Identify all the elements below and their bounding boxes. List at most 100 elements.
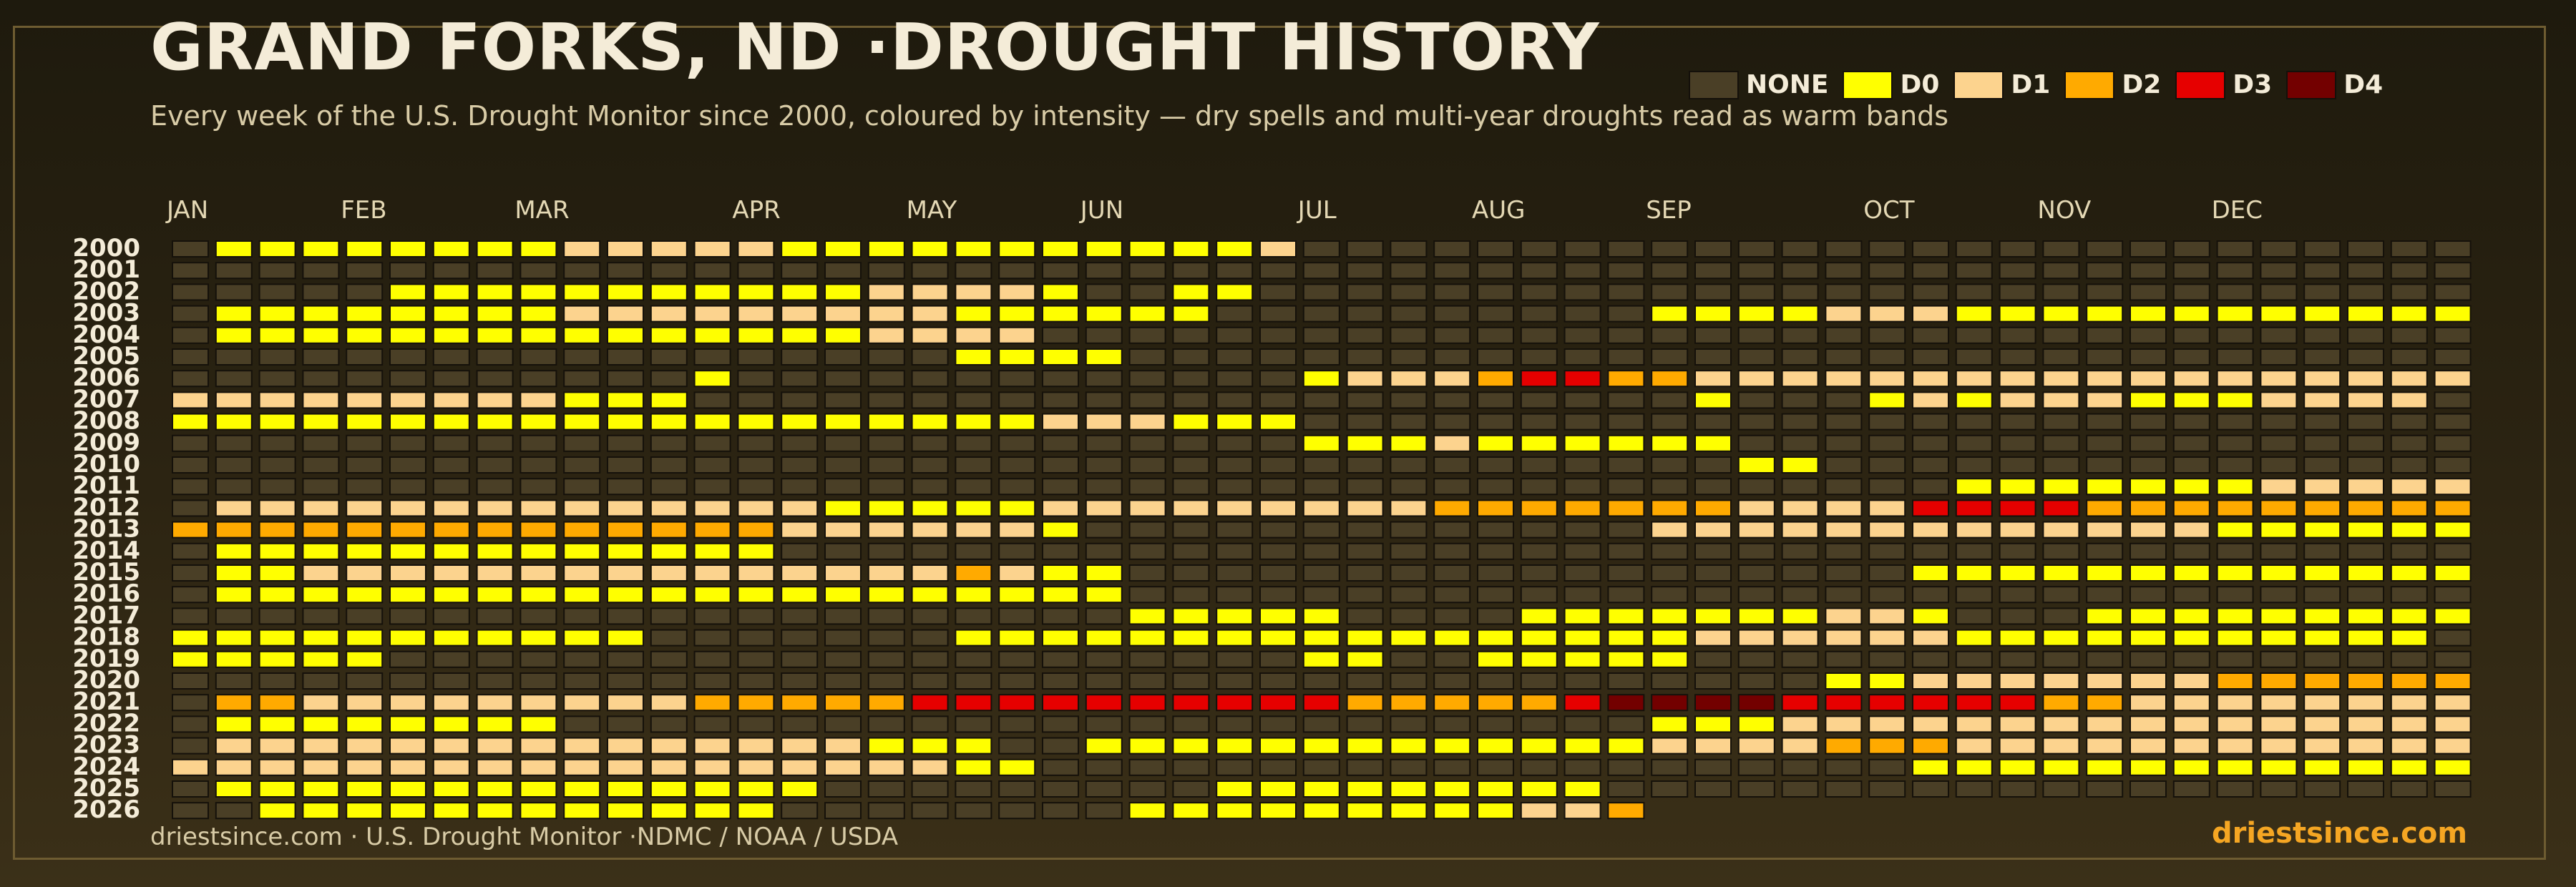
week-cell-2022-11 bbox=[607, 715, 644, 733]
week-cell-2012-45 bbox=[2086, 499, 2124, 517]
week-cell-2020-10 bbox=[563, 672, 601, 690]
week-cell-2001-12 bbox=[650, 262, 688, 280]
week-cell-2026-15 bbox=[781, 802, 819, 820]
week-cell-2003-34 bbox=[1607, 305, 1645, 323]
week-cell-2013-15 bbox=[781, 521, 819, 539]
week-cell-2011-45 bbox=[2086, 478, 2124, 496]
week-cell-2011-31 bbox=[1477, 478, 1514, 496]
week-cell-2016-32 bbox=[1520, 586, 1558, 604]
week-cell-2009-32 bbox=[1520, 434, 1558, 452]
week-cell-2015-15 bbox=[781, 564, 819, 582]
week-cell-2012-26 bbox=[1259, 499, 1297, 517]
week-cell-2025-5 bbox=[346, 780, 384, 798]
week-cell-2015-25 bbox=[1216, 564, 1254, 582]
week-cell-2007-4 bbox=[302, 391, 340, 409]
week-cell-2003-9 bbox=[519, 305, 557, 323]
week-cell-2009-29 bbox=[1390, 434, 1428, 452]
week-cell-2023-49 bbox=[2260, 737, 2298, 755]
week-cell-2025-17 bbox=[867, 780, 905, 798]
week-cell-2008-10 bbox=[563, 413, 601, 431]
week-cell-2012-19 bbox=[955, 499, 992, 517]
week-cell-2000-46 bbox=[2129, 240, 2167, 258]
week-cell-2001-31 bbox=[1477, 262, 1514, 280]
week-cell-2010-23 bbox=[1128, 456, 1166, 474]
week-cell-2023-29 bbox=[1390, 737, 1428, 755]
week-cell-2015-10 bbox=[563, 564, 601, 582]
week-cell-2000-13 bbox=[693, 240, 731, 258]
week-cell-2014-30 bbox=[1433, 542, 1471, 560]
week-cell-2000-42 bbox=[1955, 240, 1993, 258]
brand-link[interactable]: driestsince.com bbox=[2211, 817, 2467, 850]
week-cell-2024-43 bbox=[1999, 758, 2036, 776]
week-cell-2010-5 bbox=[346, 456, 384, 474]
legend-item-d3: D3 bbox=[2175, 70, 2272, 99]
week-cell-2007-2 bbox=[215, 391, 253, 409]
week-cell-2026-21 bbox=[1042, 802, 1079, 820]
week-cell-2017-45 bbox=[2086, 607, 2124, 625]
week-cell-2025-40 bbox=[1868, 780, 1906, 798]
week-cell-2004-16 bbox=[824, 326, 862, 344]
week-cell-2011-38 bbox=[1781, 478, 1819, 496]
week-cell-2023-20 bbox=[998, 737, 1036, 755]
week-cell-2006-53 bbox=[2434, 370, 2472, 388]
week-cell-2000-44 bbox=[2042, 240, 2080, 258]
week-cell-2024-52 bbox=[2390, 758, 2428, 776]
week-cell-2002-13 bbox=[693, 283, 731, 301]
week-cell-2023-8 bbox=[476, 737, 514, 755]
week-cell-2025-47 bbox=[2172, 780, 2210, 798]
week-cell-2005-21 bbox=[1042, 348, 1079, 366]
week-cell-2010-28 bbox=[1346, 456, 1384, 474]
week-cell-2009-33 bbox=[1563, 434, 1601, 452]
week-cell-2009-24 bbox=[1172, 434, 1210, 452]
week-cell-2014-7 bbox=[432, 542, 470, 560]
week-cell-2009-43 bbox=[1999, 434, 2036, 452]
week-cell-2007-35 bbox=[1651, 391, 1689, 409]
week-cell-2025-20 bbox=[998, 780, 1036, 798]
week-cell-2023-19 bbox=[955, 737, 992, 755]
week-cell-2020-36 bbox=[1694, 672, 1732, 690]
week-cell-2016-46 bbox=[2129, 586, 2167, 604]
week-cell-2009-21 bbox=[1042, 434, 1079, 452]
week-cell-2001-13 bbox=[693, 262, 731, 280]
week-cell-2003-6 bbox=[389, 305, 426, 323]
week-cell-2010-49 bbox=[2260, 456, 2298, 474]
week-cell-2003-31 bbox=[1477, 305, 1514, 323]
week-cell-2021-34 bbox=[1607, 694, 1645, 712]
week-cell-2002-28 bbox=[1346, 283, 1384, 301]
week-cell-2003-40 bbox=[1868, 305, 1906, 323]
legend-swatch-d1 bbox=[1953, 70, 2004, 99]
week-cell-2023-36 bbox=[1694, 737, 1732, 755]
week-cell-2006-45 bbox=[2086, 370, 2124, 388]
week-cell-2019-27 bbox=[1302, 650, 1340, 668]
week-cell-2016-49 bbox=[2260, 586, 2298, 604]
week-cell-2025-6 bbox=[389, 780, 426, 798]
month-label-jun: JUN bbox=[1079, 196, 1123, 225]
week-cell-2012-30 bbox=[1433, 499, 1471, 517]
week-cell-2023-48 bbox=[2216, 737, 2254, 755]
week-cell-2017-9 bbox=[519, 607, 557, 625]
week-cell-2001-28 bbox=[1346, 262, 1384, 280]
week-cell-2013-9 bbox=[519, 521, 557, 539]
week-cell-2005-7 bbox=[432, 348, 470, 366]
week-cell-2022-17 bbox=[867, 715, 905, 733]
week-cell-2023-25 bbox=[1216, 737, 1254, 755]
week-cell-2016-25 bbox=[1216, 586, 1254, 604]
month-label-oct: OCT bbox=[1863, 196, 1915, 225]
week-cell-2022-16 bbox=[824, 715, 862, 733]
week-cell-2004-33 bbox=[1563, 326, 1601, 344]
week-cell-2022-6 bbox=[389, 715, 426, 733]
week-cell-2015-48 bbox=[2216, 564, 2254, 582]
week-cell-2010-47 bbox=[2172, 456, 2210, 474]
week-cell-2009-28 bbox=[1346, 434, 1384, 452]
week-cell-2024-48 bbox=[2216, 758, 2254, 776]
week-cell-2005-52 bbox=[2390, 348, 2428, 366]
week-cell-2024-10 bbox=[563, 758, 601, 776]
week-cell-2016-34 bbox=[1607, 586, 1645, 604]
week-cell-2017-39 bbox=[1825, 607, 1863, 625]
week-cell-2019-31 bbox=[1477, 650, 1514, 668]
week-cell-2018-53 bbox=[2434, 629, 2472, 647]
week-cell-2010-39 bbox=[1825, 456, 1863, 474]
legend: NONE D0 D1 D2 D3 D4 bbox=[1689, 70, 2397, 99]
week-cell-2004-27 bbox=[1302, 326, 1340, 344]
week-cell-2004-38 bbox=[1781, 326, 1819, 344]
